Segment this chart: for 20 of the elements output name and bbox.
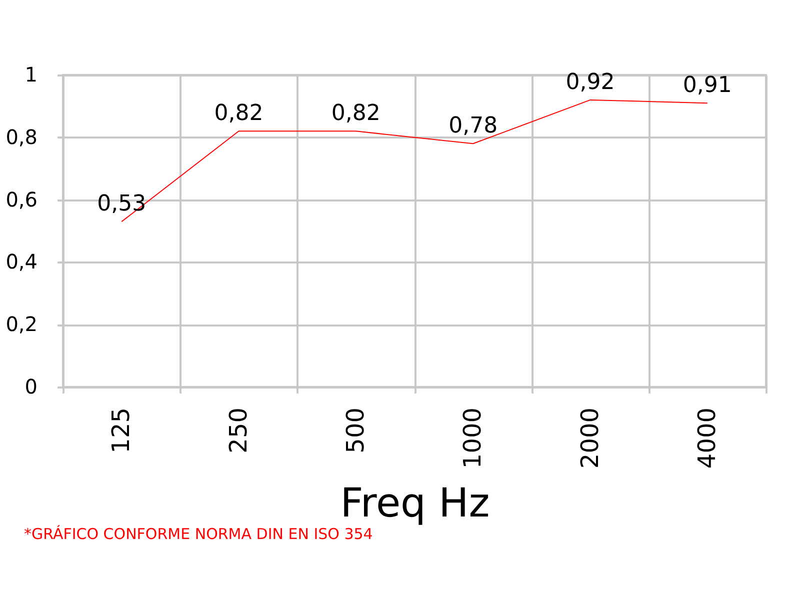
x-axis-title: Freq Hz	[340, 480, 490, 527]
data-label: 0,91	[682, 73, 732, 98]
y-tick-label: 1	[24, 62, 38, 86]
x-tick-label: 125	[107, 408, 136, 454]
data-label: 0,82	[331, 101, 380, 126]
data-label: 0,82	[214, 101, 264, 126]
x-tick-label: 4000	[692, 408, 721, 469]
x-tick-label: 1000	[458, 408, 487, 469]
x-tick-label: 2000	[576, 408, 604, 469]
x-tick-label: 250	[224, 408, 252, 454]
x-tick-label: 500	[341, 408, 370, 454]
y-tick-label: 0,6	[6, 187, 38, 212]
data-label: 0,78	[448, 114, 498, 139]
text: *GRÁFICO CONFORME NORMA DIN EN ISO 354	[24, 525, 373, 543]
y-tick-label: 0,4	[6, 250, 38, 274]
data-label: 0,92	[566, 70, 615, 95]
y-tick-label: 0,2	[6, 312, 38, 336]
data-label: 0,53	[97, 192, 146, 217]
y-tick-label: 0	[24, 374, 38, 398]
y-tick-label: 0,8	[6, 124, 38, 149]
